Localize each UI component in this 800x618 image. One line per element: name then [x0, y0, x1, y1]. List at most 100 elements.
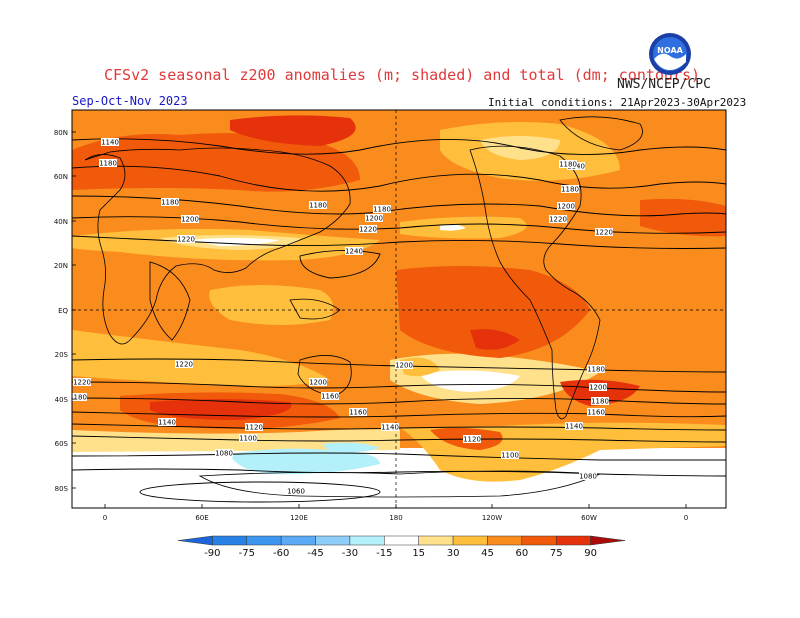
contour-label: 1140 — [101, 139, 119, 147]
contour-label-bg — [595, 228, 613, 236]
contour-label: 1160 — [321, 393, 339, 401]
eurasia-high-lat-band — [72, 133, 360, 192]
contour-label: 1180 — [373, 206, 391, 214]
negative-anomaly-region — [230, 448, 380, 475]
contour-label: 1140 — [565, 423, 583, 431]
contour-label: 1220 — [73, 379, 91, 387]
contour-label: 1200 — [395, 362, 413, 370]
contour-label: 1100 — [501, 452, 519, 460]
contour-label: 1080 — [579, 473, 597, 481]
tropical-pacific-max — [470, 329, 520, 350]
colorbar: -90 -75 -60 -45 -30 -15 15 30 45 60 75 90 — [177, 535, 626, 559]
colorbar-tick-label: -30 — [342, 548, 358, 559]
southern-light-band — [72, 429, 400, 452]
contour-label-bg — [309, 378, 327, 386]
contour-label: 1180 — [99, 160, 117, 168]
contour-label-bg — [501, 451, 519, 459]
contour-label: 1220 — [549, 216, 567, 224]
contour-label: 1220 — [595, 229, 613, 237]
contour-label-bg — [463, 435, 481, 443]
contour-label-bg — [161, 198, 179, 206]
contour-label: 1220 — [359, 226, 377, 234]
season-label: Sep-Oct-Nov 2023 — [72, 94, 188, 108]
tropical-pacific-band — [396, 266, 590, 358]
lon-label: 180 — [389, 514, 402, 522]
colorbar-tick-label: -60 — [273, 548, 289, 559]
contour-label: 1180 — [309, 202, 327, 210]
contour-label: 1180 — [587, 366, 605, 374]
colorbar-tick-label: 15 — [412, 548, 425, 559]
height-contours — [72, 138, 726, 503]
contour-label: 1200 — [309, 379, 327, 387]
colorbar-tick-label: 45 — [481, 548, 494, 559]
contour-label-bg — [245, 423, 263, 431]
contour-label: 1180 — [559, 161, 577, 169]
contour-label: 1200 — [365, 215, 383, 223]
map-frame — [71, 109, 727, 509]
contour-label-bg — [373, 205, 391, 213]
contour-label: 1140 — [381, 424, 399, 432]
contour-label-bg — [239, 434, 257, 442]
lat-label: 20S — [55, 351, 69, 359]
chart-title: CFSv2 seasonal z200 anomalies (m; shaded… — [104, 66, 701, 84]
contour-label-bg — [587, 408, 605, 416]
contour-label: 1120 — [245, 424, 263, 432]
contour-label-bg — [321, 392, 339, 400]
contour-label-bg — [309, 201, 327, 209]
contour-label-bg — [559, 160, 577, 168]
contour-label-bg — [579, 472, 597, 480]
contour-label: 1200 — [557, 203, 575, 211]
lon-label: 120W — [482, 514, 502, 522]
contour-label: 1200 — [589, 384, 607, 392]
contour-label-bg — [365, 214, 383, 222]
agency-label: NWS/NCEP/CPC — [617, 77, 711, 92]
noaa-logo: NOAA — [649, 33, 691, 75]
contour-label-bg — [549, 215, 567, 223]
colorbar-tick-label: 90 — [584, 548, 597, 559]
contour-label-bg — [561, 185, 579, 193]
contour-label-bg — [565, 422, 583, 430]
contour-label: 1140 — [158, 419, 176, 427]
north-atlantic-band — [640, 198, 726, 237]
svg-text:NOAA: NOAA — [657, 46, 683, 55]
colorbar-tick-label: -75 — [239, 548, 255, 559]
south-pacific-white — [420, 370, 520, 392]
contour-label: 1080 — [215, 450, 233, 458]
contour-label: 1060 — [287, 488, 305, 496]
contour-label-bg — [345, 247, 363, 255]
lat-label: 80N — [54, 129, 68, 137]
lat-label: 60S — [55, 440, 69, 448]
colorbar-segment — [177, 535, 213, 546]
contour-label-bg — [158, 418, 176, 426]
contour-label-bg — [381, 423, 399, 431]
colorbar-tick-label: 30 — [447, 548, 460, 559]
contour-label-bg — [557, 202, 575, 210]
contour-label-bg — [175, 360, 193, 368]
colorbar-segment — [246, 535, 282, 546]
colorbar-segment — [315, 535, 351, 546]
colorbar-segment — [349, 535, 385, 546]
colorbar-segment — [280, 535, 316, 546]
lat-label: 40S — [55, 396, 69, 404]
colorbar-segment — [590, 535, 626, 546]
contour-label-bg — [101, 138, 119, 146]
colorbar-segment — [212, 535, 248, 546]
contour-label: 1100 — [239, 435, 257, 443]
lon-label: 0 — [103, 514, 107, 522]
asia-white-spot — [190, 238, 280, 246]
colorbar-tick-label: -45 — [307, 548, 323, 559]
contour-label-bg — [359, 225, 377, 233]
colorbar-segment — [521, 535, 557, 546]
contour-label-bg — [73, 378, 91, 386]
contour-label: 1240 — [345, 248, 363, 256]
colorbar-tick-label: -15 — [376, 548, 392, 559]
north-pacific-white — [440, 224, 466, 231]
contour-label: 1160 — [349, 409, 367, 417]
lon-label: 60W — [581, 514, 597, 522]
contour-label: 1180 — [69, 394, 87, 402]
lat-label: EQ — [58, 307, 68, 315]
south-tropical-belt — [72, 330, 330, 387]
lat-label: 40N — [54, 218, 68, 226]
